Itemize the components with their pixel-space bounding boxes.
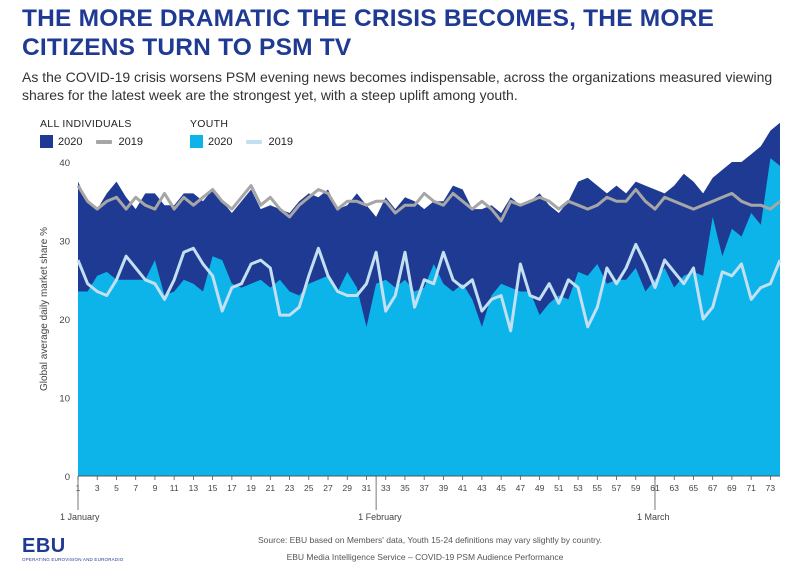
x-tick-label: 69 [727,483,737,493]
x-tick-label: 43 [477,483,487,493]
x-tick-label: 41 [458,483,468,493]
x-tick-label: 7 [133,483,138,493]
x-tick-label: 73 [766,483,776,493]
y-tick-label: 40 [59,158,70,169]
legend-all-2019-swatch [96,139,113,144]
x-tick-label: 27 [323,483,333,493]
x-tick-label: 35 [400,483,410,493]
credit-note: EBU Media Intelligence Service – COVID-1… [286,552,564,562]
x-tick-label: 23 [285,483,295,493]
ebu-logo-tagline: OPERATING EUROVISION AND EURORADIO [22,557,124,562]
series-area-1 [78,158,780,476]
legend-all-2020-swatch [40,135,53,148]
legend-youth-2020-swatch [190,135,203,148]
legend-youth: YOUTH 2020 2019 [190,118,307,148]
x-tick-label: 29 [343,483,353,493]
y-tick-label: 20 [59,315,70,326]
page-subtitle: As the COVID-19 crisis worsens PSM eveni… [22,69,773,103]
x-tick-label: 5 [114,483,119,493]
month-label: 1 January [60,512,100,522]
legend-all-individuals: ALL INDIVIDUALS 2020 2019 [40,118,157,148]
x-tick-label: 59 [631,483,641,493]
x-tick-label: 3 [95,483,100,493]
legend-youth-2019-label: 2019 [268,135,293,148]
y-axis-label: Global average daily market share % [39,227,50,391]
x-tick-label: 57 [612,483,622,493]
ebu-logo-text: EBU [22,535,66,557]
x-tick-label: 21 [266,483,276,493]
series-line-0 [76,242,782,333]
x-tick-label: 47 [516,483,526,493]
x-tick-label: 13 [189,483,199,493]
x-tick-label: 17 [227,483,237,493]
x-tick-label: 31 [362,483,372,493]
x-tick-label: 9 [153,483,158,493]
y-tick-label: 10 [59,394,70,405]
x-tick-label: 51 [554,483,564,493]
y-tick-label: 0 [65,472,70,483]
legend-all-2020-label: 2020 [58,135,83,148]
x-tick-label: 67 [708,483,718,493]
ebu-logo: EBU OPERATING EUROVISION AND EURORADIO [22,536,123,562]
legend-all-2019-label: 2019 [118,135,143,148]
x-tick-label: 45 [496,483,506,493]
x-tick-label: 63 [669,483,679,493]
x-tick-label: 33 [381,483,391,493]
series-line-1 [76,184,781,223]
x-tick-label: 11 [170,483,179,493]
legend-youth-2019-swatch [246,139,263,144]
x-tick-label: 39 [439,483,449,493]
legend-all-title: ALL INDIVIDUALS [40,118,132,130]
x-tick-label: 53 [573,483,583,493]
x-tick-label: 19 [246,483,256,493]
x-tick-label: 65 [689,483,699,493]
x-tick-label: 25 [304,483,314,493]
x-tick-label: 37 [419,483,429,493]
month-label: 1 March [637,512,670,522]
x-tick-label: 71 [746,483,756,493]
legend-youth-2020-label: 2020 [208,135,233,148]
x-tick-label: 15 [208,483,218,493]
legend-youth-title: YOUTH [190,118,229,130]
month-label: 1 February [358,512,402,522]
y-tick-label: 30 [59,237,70,248]
x-tick-label: 55 [593,483,603,493]
source-note: Source: EBU based on Members' data, Yout… [257,535,602,545]
page-title: THE MORE DRAMATIC THE CRISIS BECOMES, TH… [22,5,715,61]
x-tick-label: 49 [535,483,545,493]
